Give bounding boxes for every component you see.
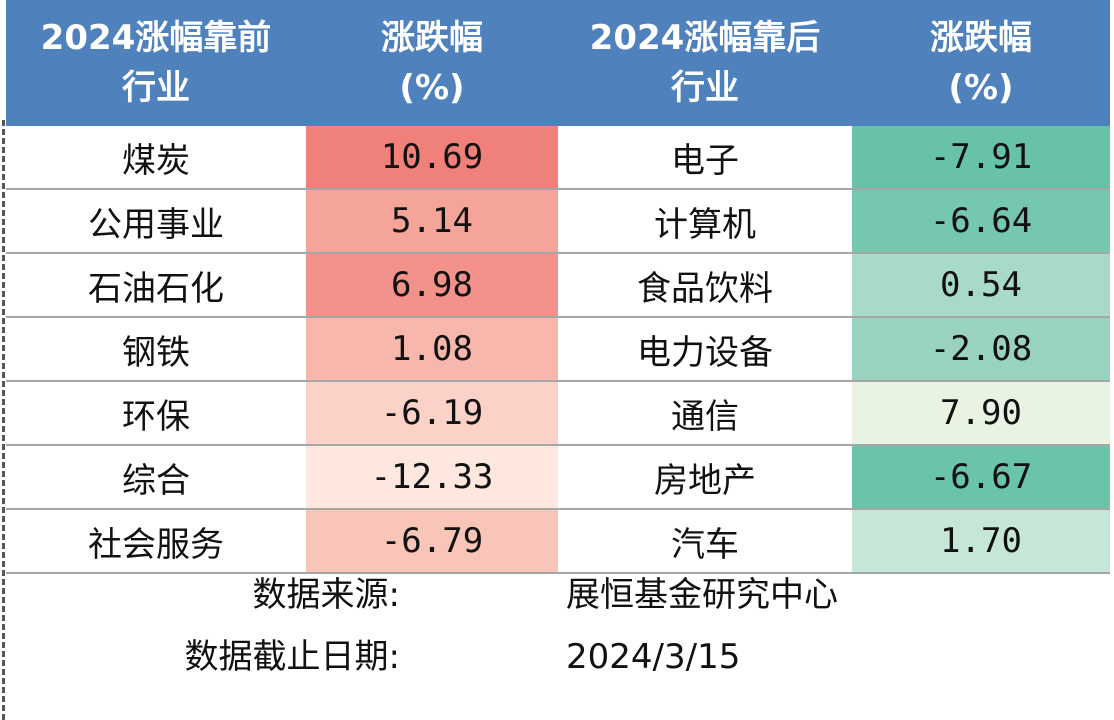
top-industry-cell: 综合: [6, 445, 306, 510]
bottom-change-cell: 7.90: [852, 381, 1110, 446]
source-label: 数据来源:: [252, 575, 400, 615]
header-top-change: 涨跌幅 (%): [306, 0, 558, 126]
bottom-industry-cell: 食品饮料: [558, 253, 852, 318]
top-change-cell: 1.08: [306, 317, 558, 382]
top-change-cell: 6.98: [306, 253, 558, 318]
header-bottom-industry: 2024涨幅靠后 行业: [558, 0, 852, 126]
top-industry-cell: 钢铁: [6, 317, 306, 382]
header-bottom-industry-line1: 2024涨幅靠后: [589, 18, 821, 58]
bottom-change-cell: -2.08: [852, 317, 1110, 382]
date-value: 2024/3/15: [566, 637, 741, 677]
header-bottom-industry-line2: 行业: [671, 68, 739, 108]
top-industry-cell: 煤炭: [6, 126, 306, 190]
table-row: 综合 -12.33 房地产 -6.67: [6, 445, 1110, 510]
industry-change-table: 2024涨幅靠前 行业 涨跌幅 (%) 2024涨幅靠后 行业 涨跌幅 (%) …: [6, 0, 1110, 574]
bottom-change-cell: -6.67: [852, 445, 1110, 510]
header-top-industry-line1: 2024涨幅靠前: [40, 18, 272, 58]
top-change-cell: -6.19: [306, 381, 558, 446]
header-top-industry: 2024涨幅靠前 行业: [6, 0, 306, 126]
top-change-cell: -12.33: [306, 445, 558, 510]
header-bottom-change-line1: 涨跌幅: [930, 18, 1032, 58]
table-row: 公用事业 5.14 计算机 -6.64: [6, 189, 1110, 254]
bottom-change-cell: -7.91: [852, 126, 1110, 190]
date-label: 数据截止日期:: [184, 637, 400, 677]
bottom-change-cell: 1.70: [852, 509, 1110, 574]
bottom-change-cell: -6.64: [852, 189, 1110, 254]
dashed-border: [2, 120, 5, 720]
bottom-industry-cell: 电力设备: [558, 317, 852, 382]
header-bottom-change: 涨跌幅 (%): [852, 0, 1110, 126]
table-row: 钢铁 1.08 电力设备 -2.08: [6, 317, 1110, 382]
top-change-cell: 10.69: [306, 126, 558, 190]
bottom-change-cell: 0.54: [852, 253, 1110, 318]
header-bottom-change-line2: (%): [948, 68, 1014, 108]
bottom-industry-cell: 电子: [558, 126, 852, 190]
header-row: 2024涨幅靠前 行业 涨跌幅 (%) 2024涨幅靠后 行业 涨跌幅 (%): [6, 0, 1110, 126]
top-change-cell: -6.79: [306, 509, 558, 574]
source-footer: 数据来源: 展恒基金研究中心 数据截止日期: 2024/3/15: [0, 570, 1114, 720]
top-industry-cell: 社会服务: [6, 509, 306, 574]
bottom-industry-cell: 房地产: [558, 445, 852, 510]
table-row: 社会服务 -6.79 汽车 1.70: [6, 509, 1110, 574]
top-industry-cell: 石油石化: [6, 253, 306, 318]
header-top-industry-line2: 行业: [122, 68, 190, 108]
header-top-change-line2: (%): [399, 68, 465, 108]
header-top-change-line1: 涨跌幅: [381, 18, 483, 58]
bottom-industry-cell: 通信: [558, 381, 852, 446]
bottom-industry-cell: 计算机: [558, 189, 852, 254]
table-row: 环保 -6.19 通信 7.90: [6, 381, 1110, 446]
source-value: 展恒基金研究中心: [566, 575, 838, 615]
table-row: 石油石化 6.98 食品饮料 0.54: [6, 253, 1110, 318]
top-change-cell: 5.14: [306, 189, 558, 254]
top-industry-cell: 环保: [6, 381, 306, 446]
top-industry-cell: 公用事业: [6, 189, 306, 254]
bottom-industry-cell: 汽车: [558, 509, 852, 574]
table-row: 煤炭 10.69 电子 -7.91: [6, 126, 1110, 190]
